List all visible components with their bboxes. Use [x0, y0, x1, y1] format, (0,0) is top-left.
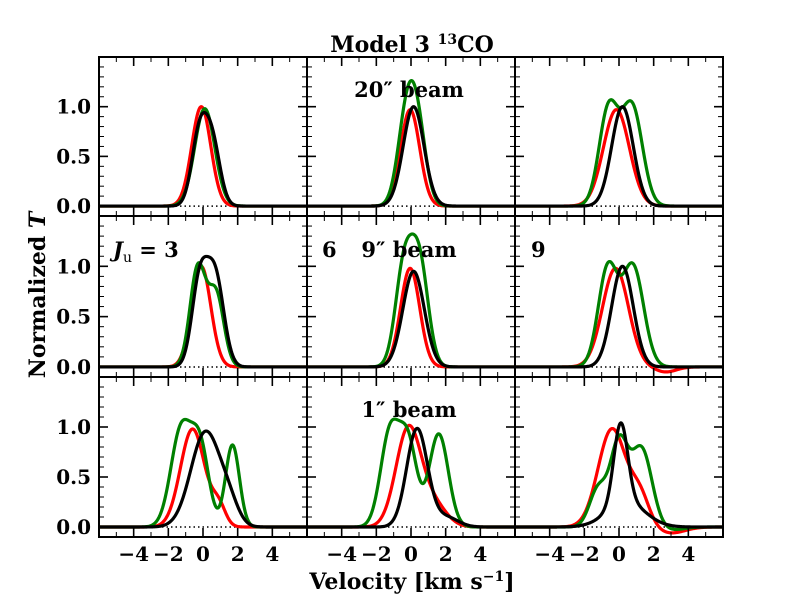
x-tick-label: 4 [473, 542, 487, 566]
green-series-line [99, 107, 307, 208]
red-series-line [515, 266, 723, 374]
red-series-line [515, 426, 723, 535]
x-tick-label: 0 [612, 542, 626, 566]
panel-frame [514, 376, 724, 538]
x-tick-label: 2 [231, 542, 245, 566]
beam-annotation: 9″ beam [361, 237, 456, 262]
chart-title: Model 3 13CO [330, 32, 494, 58]
x-tick-label: −2 [153, 542, 184, 566]
black-series-line [515, 105, 723, 208]
x-tick-label: 2 [439, 542, 453, 566]
x-tick-label: 4 [265, 542, 279, 566]
panel-r2-c2: −4 −2 0 2 4 [514, 376, 724, 566]
black-series-line [307, 269, 515, 369]
transition-label: 6 [322, 237, 337, 262]
panel-r2-c0: 0.0 0.5 1.0 −4 −2 0 2 4 [56, 376, 308, 566]
y-tick-label: 1.0 [56, 415, 91, 439]
black-series-line [99, 254, 307, 369]
black-series-line [99, 429, 307, 529]
y-tick-label: 0.5 [56, 465, 91, 489]
black-series-line [515, 421, 723, 529]
panel-frame [514, 56, 724, 217]
panel-r1-c2 [514, 215, 724, 378]
x-tick-label: −4 [534, 542, 565, 566]
red-series-line [99, 264, 307, 369]
green-series-line [99, 261, 307, 369]
x-tick-label: 4 [681, 542, 695, 566]
panel-r0-c2 [514, 56, 724, 217]
y-tick-label: 0.0 [56, 515, 91, 539]
panel-r1-c0: 0.0 0.5 1.0 [56, 215, 308, 379]
x-axis-label-text: Velocity [km s−1] [308, 569, 514, 595]
y-tick-label: 1.0 [56, 254, 91, 278]
red-series-line [515, 108, 723, 208]
red-series-line [307, 108, 515, 208]
green-series-line [515, 433, 723, 532]
panel-r0-c0: 0.0 0.5 1.0 [56, 56, 308, 218]
y-tick-label: 0.5 [56, 144, 91, 168]
green-series-line [307, 417, 515, 529]
y-tick-label: 0.0 [56, 355, 91, 379]
x-tick-label: −2 [569, 542, 600, 566]
x-tick-label: −4 [326, 542, 357, 566]
beam-annotation: 20″ beam [354, 77, 464, 102]
black-series-line [515, 264, 723, 369]
y-tick-label: 0.5 [56, 305, 91, 329]
panel-grid: 0.00.51.00.00.51.00.00.51.0−4 −2 0 2 4 −4 −2 0 2… [56, 56, 724, 566]
red-series-line [99, 105, 307, 208]
panel-frame [98, 215, 308, 378]
black-series-line [307, 105, 515, 208]
y-axis-label: Normalized T [25, 210, 51, 378]
transition-label: 9 [531, 237, 546, 262]
x-tick-label: 0 [404, 542, 418, 566]
x-tick-label: −2 [361, 542, 392, 566]
red-series-line [307, 266, 515, 369]
green-series-line [515, 259, 723, 369]
y-tick-label: 0.0 [56, 194, 91, 218]
transition-label: Ju = 3 [109, 237, 179, 266]
panel-frame [514, 215, 724, 378]
y-tick-label: 1.0 [56, 95, 91, 119]
black-series-line [307, 426, 515, 529]
x-tick-label: −4 [118, 542, 149, 566]
x-tick-label: 0 [196, 542, 210, 566]
beam-annotation: 1″ beam [361, 397, 456, 422]
x-axis-label: Velocity [km s−1] [308, 569, 514, 595]
y-axis-label-text: Normalized T [25, 210, 51, 378]
black-series-line [99, 110, 307, 208]
panel-frame [98, 56, 308, 217]
x-tick-label: 2 [647, 542, 661, 566]
